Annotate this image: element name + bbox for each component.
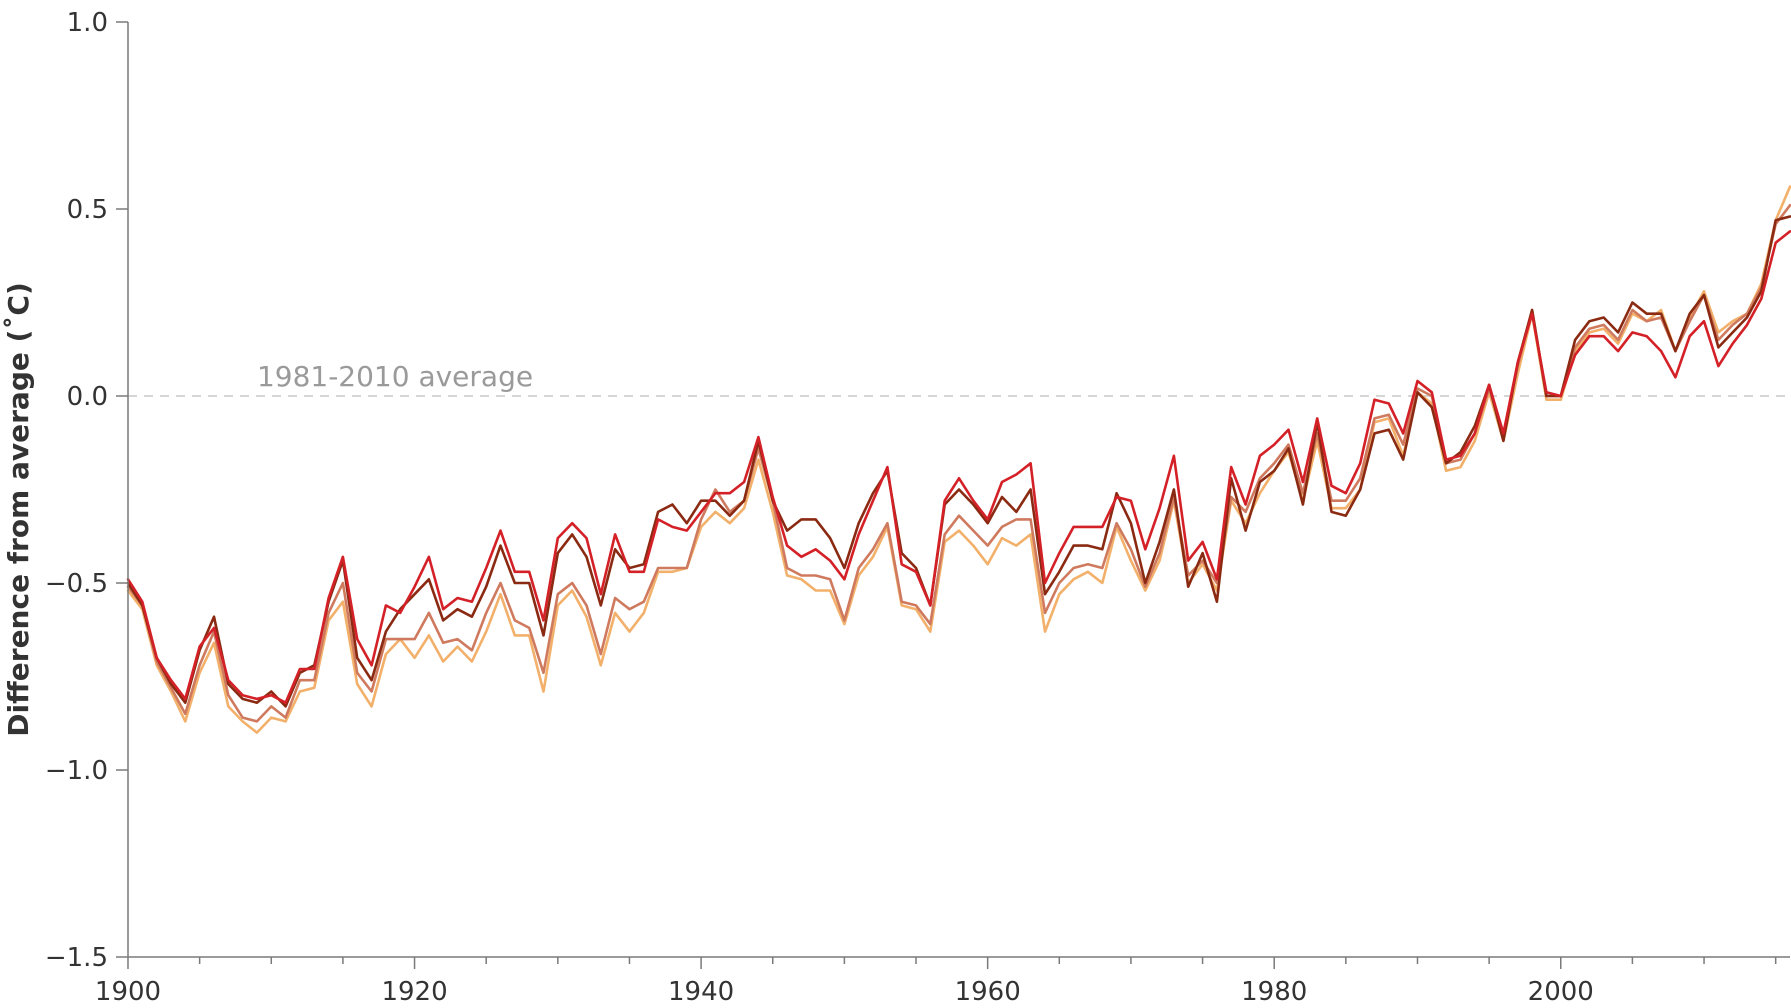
y-axis-ticks: 1.0 0.5 0.0 −0.5 −1.0 −1.5 <box>45 8 128 973</box>
series-line-1 <box>126 185 1791 734</box>
x-tick-label: 1980 <box>1241 977 1307 1007</box>
y-tick-label: 1.0 <box>67 8 108 38</box>
axes-group <box>127 22 1790 958</box>
x-tick-label: 1940 <box>668 977 734 1007</box>
series-line-4 <box>126 230 1791 705</box>
y-tick-label: −1.0 <box>45 756 108 786</box>
y-tick-label: 0.5 <box>67 195 108 225</box>
x-tick-label: 1960 <box>955 977 1021 1007</box>
series-group <box>126 185 1791 734</box>
x-tick-label: 1920 <box>381 977 447 1007</box>
x-axis-ticks: 1900 1920 1940 1960 1980 2000 <box>95 957 1777 1007</box>
reference-average-label: 1981-2010 average <box>257 360 533 393</box>
y-tick-label: 0.0 <box>67 382 108 412</box>
y-tick-label: −1.5 <box>45 943 108 973</box>
y-axis-title: Difference from average (˚C) <box>2 282 35 737</box>
series-line-3 <box>126 215 1791 708</box>
x-tick-label: 1900 <box>95 977 161 1007</box>
x-tick-label: 2000 <box>1528 977 1594 1007</box>
y-tick-label: −0.5 <box>45 569 108 599</box>
